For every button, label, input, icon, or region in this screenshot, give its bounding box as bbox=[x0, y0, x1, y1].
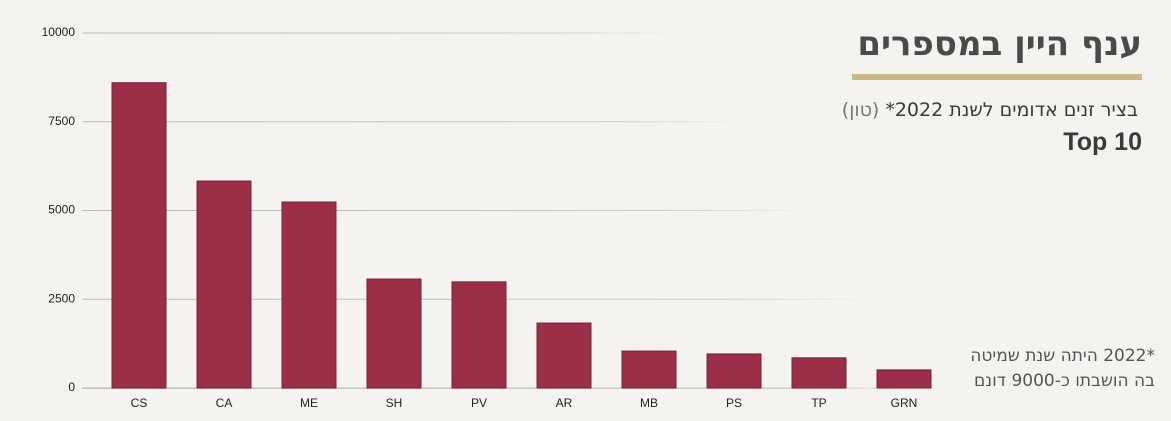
bar bbox=[791, 357, 847, 389]
y-tick-label: 5000 bbox=[48, 203, 75, 217]
x-tick-label: AR bbox=[556, 396, 573, 410]
y-tick-label: 0 bbox=[68, 380, 75, 394]
x-tick-label: TP bbox=[811, 396, 826, 410]
note: בה הושבתו כ-9000 דונם bbox=[974, 371, 1155, 391]
x-tick-label: PV bbox=[471, 396, 487, 410]
bar bbox=[706, 353, 762, 389]
y-tick-label: 2500 bbox=[48, 291, 75, 305]
x-tick-label: SH bbox=[386, 396, 403, 410]
bar bbox=[536, 322, 592, 389]
x-tick-label: ME bbox=[300, 396, 318, 410]
x-tick-label: MB bbox=[640, 396, 658, 410]
bar bbox=[366, 278, 422, 389]
title-underline bbox=[852, 74, 1142, 80]
bar bbox=[281, 201, 337, 389]
x-tick-label: CA bbox=[216, 396, 233, 410]
bar bbox=[621, 350, 677, 389]
subtitle-text: בציר זנים אדומים לשנת 2022* bbox=[885, 99, 1138, 121]
chart-title: ענף היין במספרים bbox=[857, 24, 1142, 64]
grid-line bbox=[82, 210, 815, 211]
grid-line bbox=[82, 387, 950, 389]
bar bbox=[451, 281, 507, 389]
bar bbox=[111, 82, 167, 389]
y-tick-label: 10000 bbox=[42, 25, 76, 39]
note: *2022 היתה שנת שמיטה bbox=[970, 346, 1155, 366]
heading: Top 10 bbox=[1063, 128, 1142, 156]
bar bbox=[196, 180, 252, 389]
unit: (טון) bbox=[841, 99, 880, 121]
x-tick-label: CS bbox=[131, 396, 148, 410]
x-tick-label: PS bbox=[726, 396, 742, 410]
y-tick-label: 7500 bbox=[48, 114, 75, 128]
notes: *2022 היתה שנת שמיטה בה הושבתו כ-9000 דו… bbox=[970, 344, 1155, 394]
subtitle: בציר זנים אדומים לשנת 2022* (טון) bbox=[842, 99, 1138, 121]
bar bbox=[876, 369, 932, 389]
x-tick-label: GRN bbox=[891, 396, 918, 410]
grid-line bbox=[82, 32, 680, 34]
grid-line bbox=[82, 121, 748, 123]
